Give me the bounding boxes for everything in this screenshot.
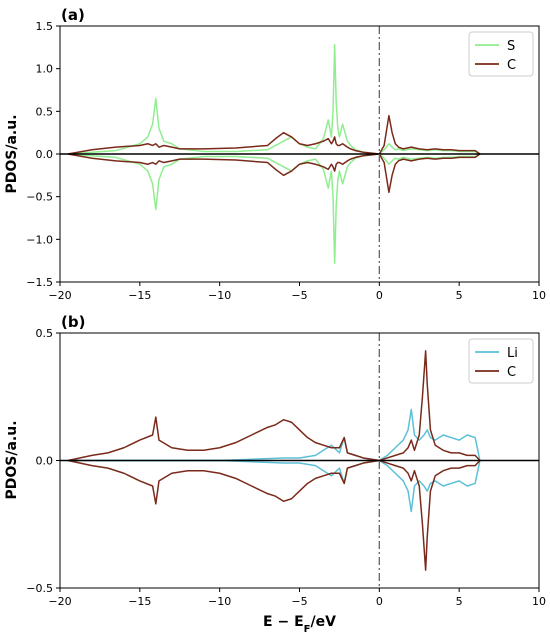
panel-b-xtick-label: 0 [376,595,383,608]
panel-b-chart: (b) −20 −15 −10 −5 0 5 10 −0.5 0.0 0.5 PDOS/a.u. E −… [4,313,546,633]
panel-b-xtick-label: 10 [532,595,546,608]
panel-a-xtick-label: 10 [532,289,546,302]
panel-b-ytick-label: 0.0 [36,455,54,468]
panel-a-series-s-line-down [67,153,481,264]
panel-b-series-c-1 [67,350,481,571]
panel-b-label: (b) [61,313,85,331]
panel-b-series-li-line-up [67,408,481,462]
panel-b-legend-box [468,338,534,384]
panel-a-legend: SC [468,31,534,77]
panel-a-xtick-label: −15 [128,289,151,302]
panel-b-ylabel: PDOS/a.u. [4,420,20,499]
panel-a-series-c-line-down [67,153,481,194]
panel-b-legend-label-li: Li [507,346,518,361]
panel-a-xtick-label: −10 [208,289,231,302]
panel-b-series-li-line-down [67,459,481,513]
panel-a-ytick-label: −0.5 [26,191,53,204]
panel-b-xlabel: E − EF/eV [263,614,336,633]
panel-b-xtick-label: −15 [128,595,151,608]
panel-b-series-c-line-down [67,459,481,571]
panel-a-ytick-label: −1.5 [26,276,53,289]
panel-b-ytick-label: −0.5 [26,582,53,595]
panel-b-ytick-label: 0.5 [36,327,54,340]
panel-a-legend-box [468,31,534,77]
panel-a-legend-label-c: C [507,58,516,73]
panel-b-xtick-label: −10 [208,595,231,608]
panel-a-ytick-label: 0.5 [36,105,54,118]
panel-a-series-s-line-up [67,44,481,155]
panel-a-label: (a) [61,6,85,24]
panel-a-series-c-line-up [67,114,481,155]
panel-b-xtick-label: −20 [48,595,71,608]
panel-a-xtick-label: 0 [376,289,383,302]
panel-a-xtick-label: 5 [456,289,463,302]
panel-a-ylabel: PDOS/a.u. [4,114,20,193]
panel-a-legend-label-s: S [507,39,515,54]
panel-a-ytick-label: 1.0 [36,63,54,76]
panel-a-chart: (a) −20 −15 −10 −5 0 5 10 −1.5 −1.0 −0.5 0.0 0.5 1.0 1… [4,6,546,302]
panel-a-xtick-label: −20 [48,289,71,302]
panel-a-ytick-label: 0.0 [36,148,54,161]
panel-a-series-s-0 [67,44,481,264]
panel-b-xtick-label: −5 [291,595,307,608]
panel-a-ytick-label: −1.0 [26,233,53,246]
panel-b-series-c-line-up [67,350,481,462]
panel-a-xtick-label: −5 [291,289,307,302]
panel-b-xtick-label: 5 [456,595,463,608]
panel-a-series-c-1 [67,114,481,194]
panel-a-ytick-label: 1.5 [36,20,54,33]
panel-b-legend: Li C [468,338,534,384]
panel-b-legend-label-c: C [507,365,516,380]
